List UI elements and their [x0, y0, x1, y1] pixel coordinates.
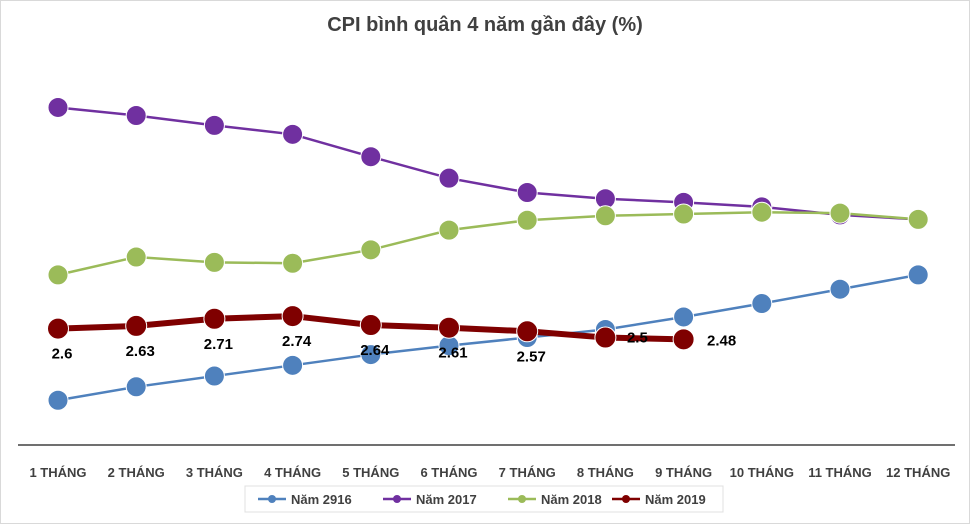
data-point-nam-2018	[282, 252, 304, 274]
legend-item-nam-2916: Năm 2916	[258, 492, 352, 507]
x-tick-label: 11 THÁNG	[808, 465, 872, 480]
data-label: 2.64	[360, 342, 390, 359]
data-point-nam-2916	[673, 306, 695, 328]
data-point-nam-2018	[203, 251, 225, 273]
data-point-nam-2019	[359, 314, 382, 337]
x-tick-label: 5 THÁNG	[342, 465, 399, 480]
series-line-nam-2916	[57, 273, 919, 402]
x-tick-label: 4 THÁNG	[264, 465, 321, 480]
legend-box	[244, 485, 724, 513]
data-point-nam-2018	[516, 209, 538, 231]
legend-item-nam-2018: Năm 2018	[508, 492, 602, 507]
data-point-nam-2916	[907, 264, 929, 286]
data-point-nam-2018	[673, 203, 695, 225]
data-point-nam-2019	[125, 314, 148, 337]
data-point-nam-2018	[829, 202, 851, 224]
x-tick-label: 1 THÁNG	[29, 465, 86, 480]
data-point-nam-2018	[594, 205, 616, 227]
data-point-nam-2018	[47, 264, 69, 286]
legend-label: Năm 2916	[291, 492, 352, 507]
x-tick-label: 10 THÁNG	[730, 465, 794, 480]
data-point-nam-2019	[47, 317, 69, 340]
series-line-nam-2017	[57, 106, 919, 221]
x-tick-labels: 1 THÁNG 2 THÁNG 3 THÁNG 4 THÁNG 5 THÁNG 6 THÁ…	[29, 465, 950, 480]
data-label: 2.6	[52, 346, 73, 363]
legend-label: Năm 2017	[416, 492, 477, 507]
data-point-nam-2017	[360, 146, 382, 168]
legend: Năm 2916 Năm 2017 Năm 2018 Năm 2019	[244, 485, 724, 513]
x-tick-label: 12 THÁNG	[886, 465, 950, 480]
series-layer	[47, 96, 929, 411]
data-point-nam-2019	[672, 328, 695, 351]
data-point-nam-2916	[751, 293, 773, 315]
x-tick-label: 9 THÁNG	[655, 465, 712, 480]
data-point-nam-2018	[438, 219, 460, 241]
series-line-nam-2018	[57, 210, 919, 277]
x-tick-label: 8 THÁNG	[577, 465, 634, 480]
x-tick-label: 6 THÁNG	[420, 465, 477, 480]
data-label-layer: 2.6 2.63 2.71 2.74 2.64 2.61 2.57 2.5 2.48	[52, 330, 737, 366]
data-label: 2.71	[204, 336, 233, 353]
legend-item-nam-2019: Năm 2019	[612, 492, 706, 507]
data-point-nam-2916	[203, 365, 225, 387]
x-tick-label: 3 THÁNG	[186, 465, 243, 480]
legend-marker	[393, 495, 401, 503]
data-point-nam-2916	[282, 354, 304, 376]
legend-label: Năm 2018	[541, 492, 602, 507]
legend-marker	[622, 495, 630, 503]
data-point-nam-2017	[203, 114, 225, 136]
legend-marker	[268, 495, 276, 503]
data-point-nam-2018	[907, 208, 929, 230]
data-point-nam-2017	[438, 167, 460, 189]
legend-marker	[518, 495, 526, 503]
x-tick-label: 7 THÁNG	[499, 465, 556, 480]
x-tick-label: 2 THÁNG	[108, 465, 165, 480]
data-point-nam-2018	[751, 201, 773, 223]
data-point-nam-2017	[125, 105, 147, 127]
data-point-nam-2019	[516, 320, 539, 343]
legend-label: Năm 2019	[645, 492, 706, 507]
data-point-nam-2018	[360, 239, 382, 261]
data-label: 2.5	[627, 330, 648, 347]
data-point-nam-2017	[516, 182, 538, 204]
data-point-nam-2916	[47, 389, 69, 411]
chart-title: CPI bình quân 4 năm gần đây (%)	[327, 14, 643, 36]
data-point-nam-2019	[438, 316, 460, 339]
data-point-nam-2017	[282, 123, 304, 145]
data-label: 2.63	[126, 343, 155, 360]
data-label: 2.48	[707, 332, 736, 349]
data-label: 2.61	[438, 345, 467, 362]
data-point-nam-2019	[594, 326, 617, 349]
data-point-nam-2017	[47, 96, 69, 118]
data-point-nam-2019	[281, 305, 304, 328]
data-label: 2.57	[517, 348, 546, 365]
data-label: 2.74	[282, 333, 312, 350]
data-point-nam-2019	[203, 307, 226, 330]
data-point-nam-2916	[360, 344, 382, 366]
data-point-nam-2916	[829, 278, 851, 300]
data-point-nam-2916	[125, 376, 147, 398]
data-point-nam-2018	[125, 246, 147, 268]
legend-item-nam-2017: Năm 2017	[383, 492, 477, 507]
